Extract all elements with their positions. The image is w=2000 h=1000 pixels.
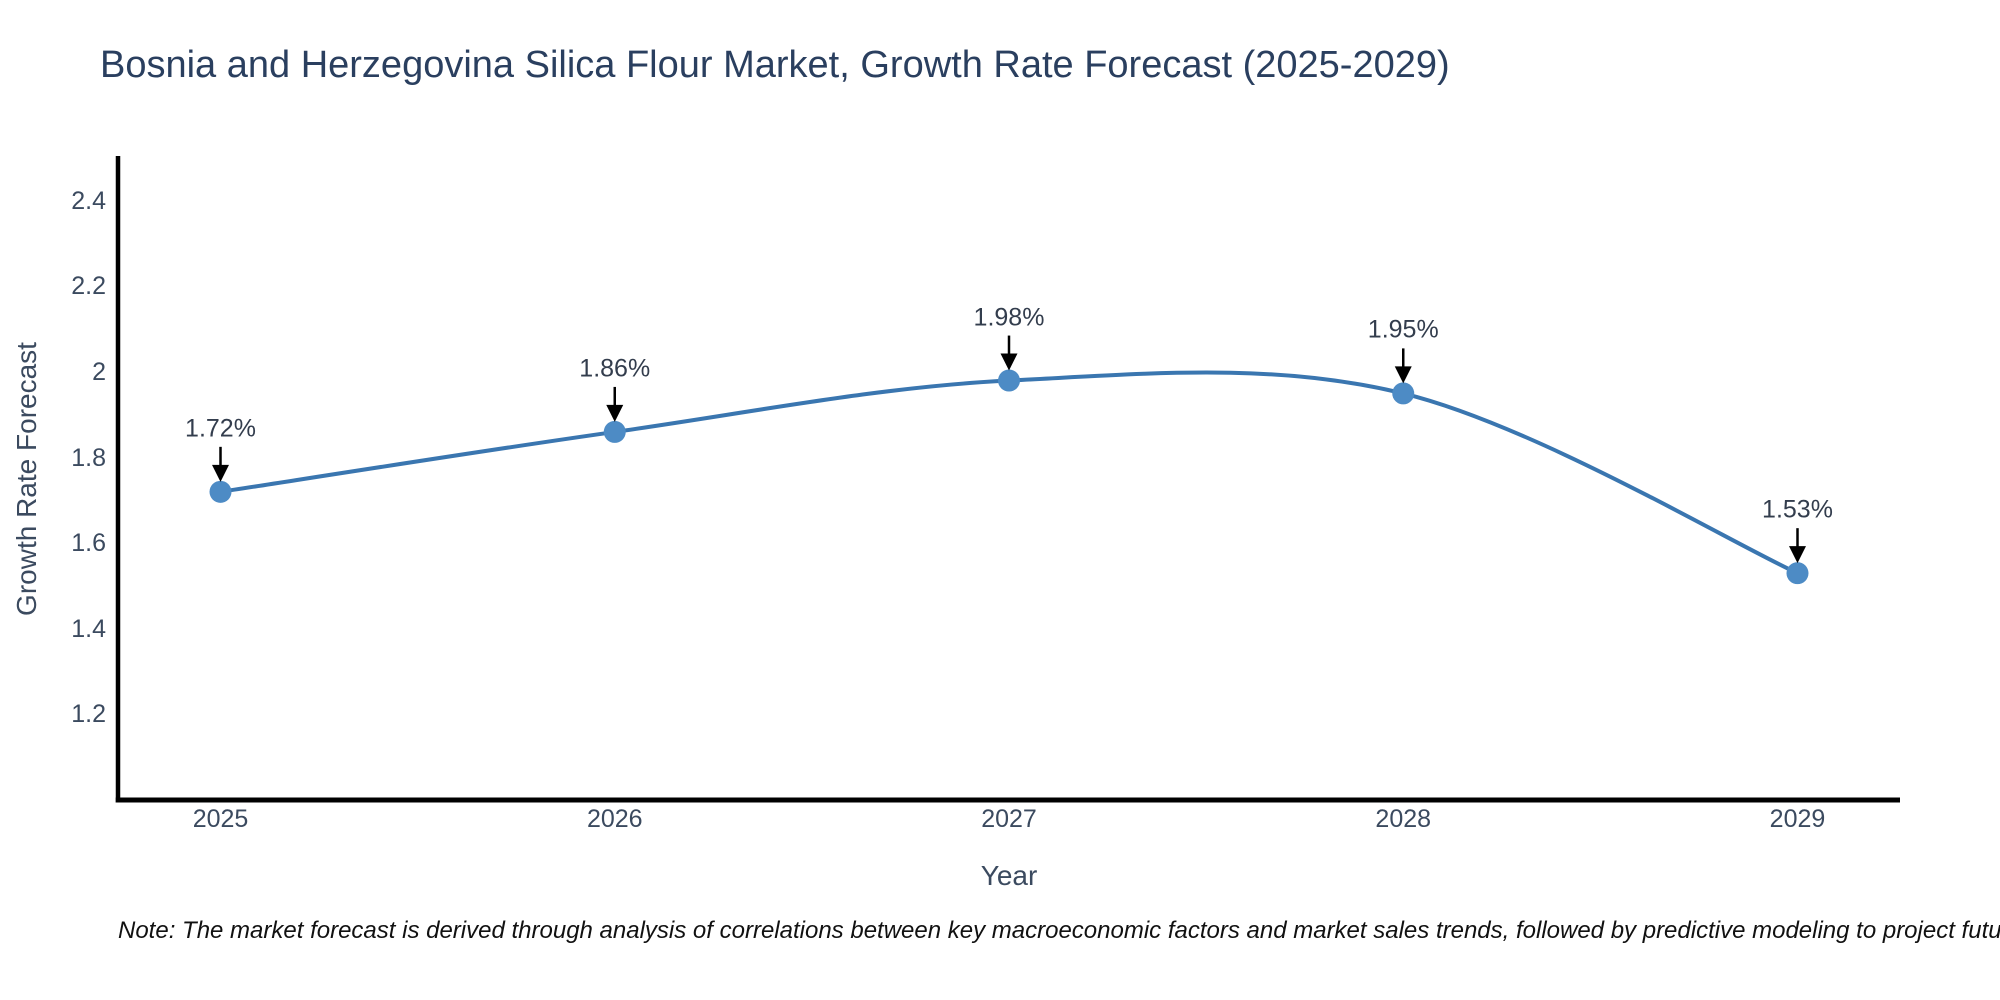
annotation-arrowhead — [1000, 353, 1018, 371]
annotation-label: 1.98% — [973, 303, 1045, 332]
y-tick-label: 1.6 — [71, 529, 106, 558]
footnote: Note: The market forecast is derived thr… — [118, 917, 2000, 944]
series-line — [218, 370, 1800, 576]
data-point-marker — [209, 480, 232, 503]
annotation-arrowhead — [1394, 366, 1412, 384]
x-tick-label: 2025 — [192, 805, 249, 833]
y-tick-label: 2.2 — [71, 272, 106, 301]
x-tick-label: 2029 — [1769, 805, 1826, 833]
data-point-marker — [1786, 562, 1809, 585]
x-axis-title: Year — [980, 860, 1038, 891]
annotation-label: 1.53% — [1762, 495, 1833, 524]
annotation-arrowhead — [1788, 546, 1806, 564]
data-point-marker — [998, 369, 1020, 392]
x-tick-label: 2026 — [586, 805, 643, 833]
y-tick-label: 1.8 — [71, 443, 106, 472]
data-point-marker — [1392, 382, 1415, 405]
x-tick-label: 2027 — [981, 805, 1037, 833]
x-tick-label: 2028 — [1375, 805, 1432, 833]
y-tick-label: 1.2 — [71, 700, 106, 729]
data-point-marker — [603, 420, 626, 443]
annotation-label: 1.95% — [1367, 315, 1439, 344]
annotation-arrowhead — [606, 404, 624, 422]
annotation-arrowhead — [212, 464, 230, 482]
y-tick-label: 2.4 — [71, 186, 106, 215]
y-tick-label: 2 — [92, 358, 106, 386]
annotation-label: 1.86% — [579, 354, 651, 383]
annotation-label: 1.72% — [185, 414, 256, 443]
y-tick-label: 1.4 — [71, 614, 106, 643]
chart-title: Bosnia and Herzegovina Silica Flour Mark… — [100, 44, 1450, 86]
